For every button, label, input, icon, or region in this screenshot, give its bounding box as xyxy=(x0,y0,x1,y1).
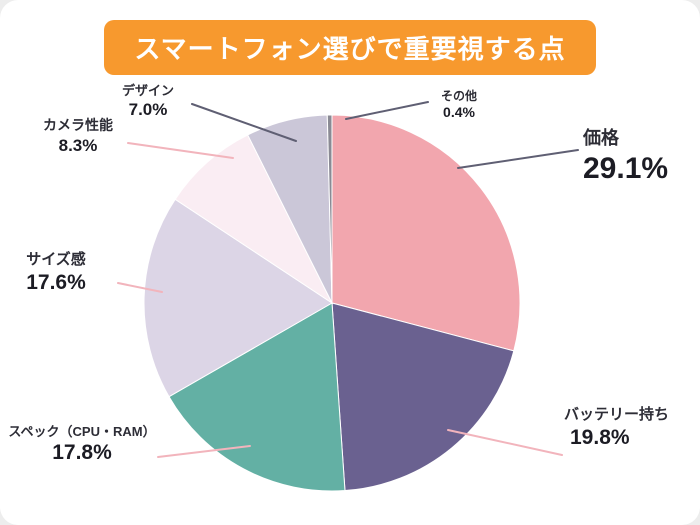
pie-label-other: その他 0.4% xyxy=(423,89,495,122)
pie-label-price-value: 29.1% xyxy=(583,151,669,185)
leader-line-price xyxy=(457,149,579,169)
pie-slice-3 xyxy=(143,198,333,398)
leader-line-size xyxy=(117,282,163,293)
pie-label-design-name: デザイン xyxy=(121,83,174,98)
pie-label-size-name: サイズ感 xyxy=(26,251,86,268)
pie-label-battery: バッテリー持ち 19.8% xyxy=(564,406,700,451)
leader-line-battery xyxy=(447,429,563,456)
title-banner-wrap: スマートフォン選びで重要視する点 xyxy=(0,20,700,75)
pie-label-other-name: その他 xyxy=(440,89,477,103)
pie-label-other-value: 0.4% xyxy=(443,104,475,120)
pie-slices-group xyxy=(143,114,521,492)
pie-slice-4 xyxy=(174,134,334,305)
pie-label-size-value: 17.6% xyxy=(26,270,86,294)
pie-label-spec-name: スペック（CPU・RAM） xyxy=(8,424,156,439)
pie-label-size: サイズ感 17.6% xyxy=(0,251,112,296)
leader-line-design xyxy=(191,103,297,142)
pie-label-design-value: 7.0% xyxy=(128,100,168,120)
pie-label-camera-value: 8.3% xyxy=(58,135,98,155)
pie-label-design: デザイン 7.0% xyxy=(101,83,195,121)
pie-slice-0 xyxy=(331,114,521,352)
pie-label-spec-value: 17.8% xyxy=(52,441,112,465)
pie-label-battery-name: バッテリー持ち xyxy=(564,406,670,423)
pie-label-camera-name: カメラ性能 xyxy=(43,117,113,133)
leader-line-spec xyxy=(157,445,251,458)
pie-label-camera: カメラ性能 8.3% xyxy=(22,117,134,156)
pie-slice-2 xyxy=(168,302,346,492)
pie-label-price-name: 価格 xyxy=(583,128,619,148)
leader-line-camera xyxy=(127,142,234,159)
leader-line-other xyxy=(345,101,429,120)
chart-title: スマートフォン選びで重要視する点 xyxy=(104,20,596,75)
pie-slice-6 xyxy=(326,114,333,304)
pie-label-price: 価格 29.1% xyxy=(583,127,668,187)
pie-slice-1 xyxy=(331,302,515,492)
pie-label-spec: スペック（CPU・RAM） 17.8% xyxy=(4,424,160,467)
pie-label-battery-value: 19.8% xyxy=(570,425,630,449)
